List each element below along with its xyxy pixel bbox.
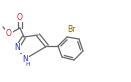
Text: H: H: [26, 62, 30, 67]
Text: O: O: [6, 30, 12, 39]
Text: N: N: [22, 55, 28, 63]
Text: O: O: [17, 12, 23, 21]
Text: N: N: [14, 43, 20, 52]
Text: Br: Br: [67, 26, 75, 35]
